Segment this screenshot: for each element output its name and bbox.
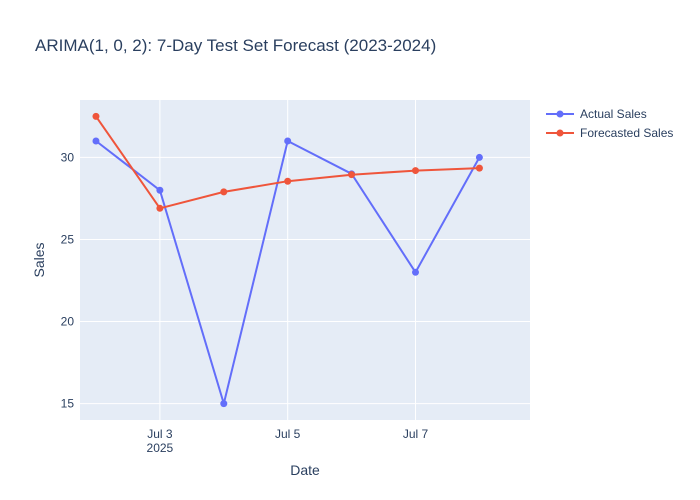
- grid-lines: [80, 100, 530, 420]
- legend-swatch-marker: [556, 110, 564, 118]
- forecasted-sales-point: [92, 112, 100, 120]
- forecasted-sales-point: [156, 204, 164, 212]
- legend: Actual Sales Forecasted Sales: [546, 107, 673, 140]
- actual-sales-point: [220, 400, 228, 408]
- x-tick-label: Jul 5: [275, 427, 301, 441]
- actual-sales-point: [156, 186, 164, 194]
- forecasted-sales-point: [412, 167, 420, 175]
- x-axis-title: Date: [290, 462, 320, 478]
- y-tick-label: 25: [61, 232, 75, 246]
- chart-title: ARIMA(1, 0, 2): 7-Day Test Set Forecast …: [35, 36, 436, 55]
- actual-sales-point: [412, 268, 420, 276]
- series-lines: [92, 112, 483, 408]
- actual-sales-point: [475, 153, 483, 161]
- legend-label: Actual Sales: [580, 107, 647, 121]
- x-tick-label: Jul 7: [403, 427, 429, 441]
- y-tick-label: 30: [61, 150, 75, 164]
- forecasted-sales-point: [348, 171, 356, 179]
- forecasted-sales-point: [284, 177, 292, 185]
- plot-area: [80, 100, 530, 420]
- legend-item-forecasted-sales: Forecasted Sales: [546, 126, 673, 140]
- actual-sales-point: [284, 137, 292, 145]
- legend-item-actual-sales: Actual Sales: [546, 107, 647, 121]
- legend-label: Forecasted Sales: [580, 126, 673, 140]
- y-axis-ticks: 15 20 25 30: [61, 150, 75, 410]
- legend-swatch-marker: [556, 129, 564, 137]
- y-tick-label: 15: [61, 397, 75, 411]
- forecasted-sales-point: [220, 188, 228, 196]
- x-tick-year-label: 2025: [147, 441, 174, 455]
- y-tick-label: 20: [61, 315, 75, 329]
- x-tick-label: Jul 3: [147, 427, 173, 441]
- actual-sales-point: [92, 137, 100, 145]
- y-axis-title: Sales: [31, 242, 47, 277]
- forecasted-sales-point: [475, 164, 483, 172]
